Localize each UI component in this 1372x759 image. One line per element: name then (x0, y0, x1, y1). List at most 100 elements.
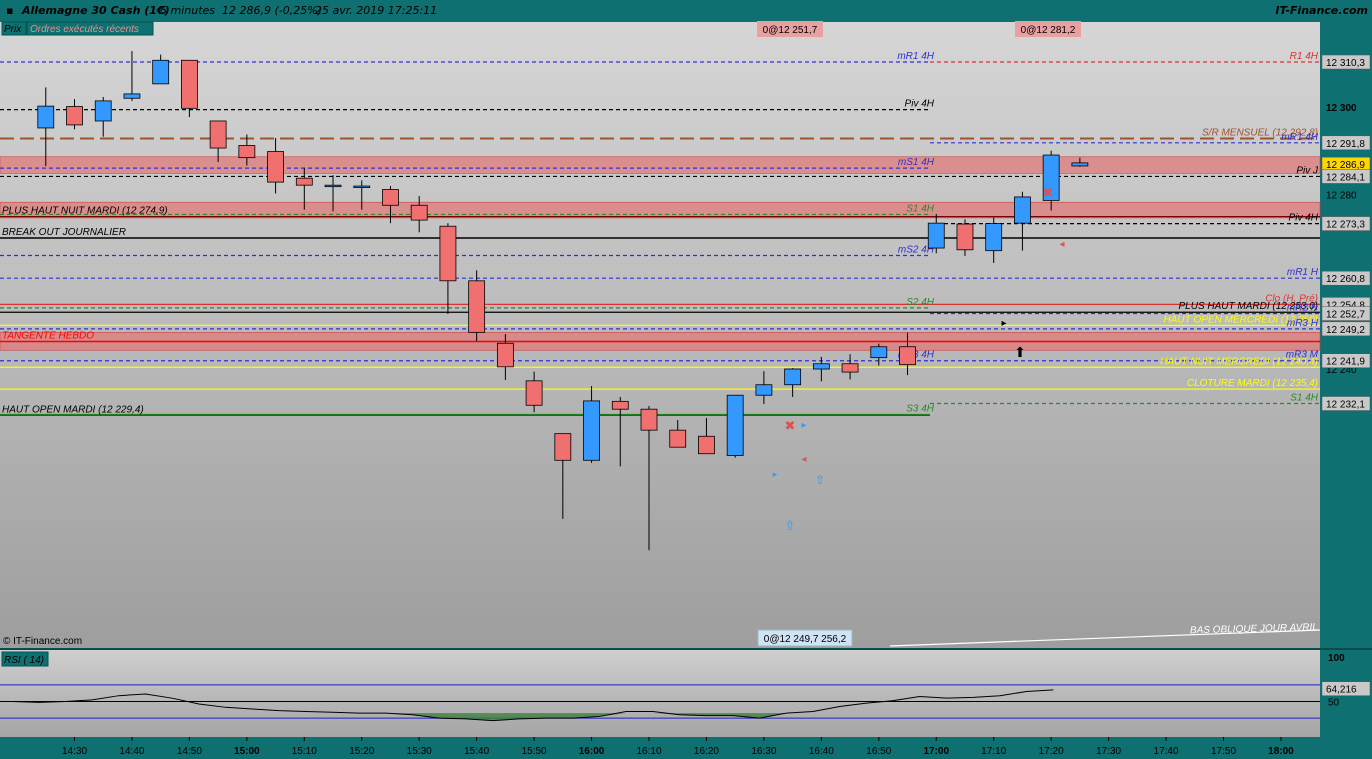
title-icon: ▪ (6, 4, 14, 17)
time-tick-5: 15:20 (349, 746, 374, 757)
time-tick-11: 16:20 (694, 746, 719, 757)
price-label-10: 12 232,1 (1326, 400, 1365, 411)
time-tick-19: 17:40 (1154, 746, 1179, 757)
price-label-7: 12 252,7 (1326, 310, 1365, 321)
rsi-value-bg (1321, 681, 1371, 696)
tab-orders-bg (26, 21, 154, 36)
candle-body-33 (985, 223, 1003, 252)
price-tick-0: 12 300 (1326, 103, 1357, 114)
candle-body-7 (238, 145, 256, 159)
candle-body-6 (209, 120, 227, 149)
price-label-0: 12 310,3 (1326, 58, 1365, 69)
rsi-tick-100: 100 (1328, 653, 1345, 664)
candle-body-29 (870, 346, 888, 359)
candle-body-8 (267, 151, 284, 183)
rsi-line (11, 689, 1054, 722)
arrow-up-blue-0: ⇧ (785, 519, 796, 534)
price-label-bg-0 (1321, 54, 1371, 70)
candle-body-0 (37, 105, 55, 129)
order-tag-1: 0@12 281,2 (1021, 25, 1076, 36)
tab-price: Prix (4, 24, 22, 35)
candle-body-25 (755, 384, 773, 396)
candle-body-16 (496, 342, 514, 368)
level-label-21: mR3 M (1286, 350, 1319, 361)
rsi-tab-bg (1, 651, 49, 667)
order-tag-2: 0@12 249,7 256,2 (764, 634, 847, 645)
time-tick-9: 16:00 (579, 746, 605, 757)
time-tick-15: 17:00 (923, 746, 949, 757)
order-tag-0: 0@12 251,7 (763, 25, 818, 36)
order-tag-bg-2 (757, 629, 853, 647)
candle-body-23 (698, 435, 715, 455)
order-tag-bg-1 (1015, 21, 1081, 37)
level-label-5: mS1 4H (898, 157, 935, 168)
time-tick-2: 14:50 (177, 746, 202, 757)
time-axis-bg (0, 737, 1372, 759)
rsi-title: RSI ( 14) (4, 655, 44, 666)
price-label-3: 12 284,1 (1326, 172, 1365, 183)
time-tick-13: 16:40 (809, 746, 834, 757)
instrument-title: Allemagne 30 Cash (1€) (22, 4, 170, 17)
candle-body-15 (468, 280, 486, 333)
time-tick-17: 17:20 (1039, 746, 1064, 757)
time-tick-3: 15:00 (234, 746, 260, 757)
price-tick-2: 12 240 (1326, 365, 1357, 376)
candle-body-30 (899, 346, 916, 366)
level-label-8: PLUS HAUT NUIT MARDI (12 274,9) (2, 206, 168, 217)
rsi-panel-bg (0, 650, 1320, 737)
candle-body-1 (66, 106, 83, 126)
candle-body-10 (324, 184, 342, 188)
rsi-value-label: 64,216 (1326, 685, 1357, 696)
arrow-up-marker: ⬆ (1014, 345, 1026, 361)
price-label-bg-1 (1321, 135, 1371, 151)
level-label-2: Piv 4H (905, 99, 935, 110)
time-tick-0: 14:30 (62, 746, 87, 757)
level-label-6: Piv J (1296, 165, 1319, 176)
price-label-bg-8 (1321, 321, 1371, 337)
level-label-12: mR1 H (1287, 267, 1319, 278)
candle-body-32 (956, 223, 974, 251)
candle-body-19 (583, 400, 600, 461)
price-label-5: 12 260,8 (1326, 274, 1365, 285)
level-label-13: Clo (H, Pré) (1265, 293, 1318, 304)
candle-body-36 (1071, 162, 1089, 167)
price-label-bg-7 (1321, 306, 1371, 321)
price-label-bg-9 (1321, 353, 1371, 368)
arrow-up-blue-1: ⇧ (815, 473, 825, 487)
brand-label: IT-Finance.com (1275, 4, 1368, 17)
time-tick-10: 16:10 (636, 746, 661, 757)
time-tick-21: 18:00 (1268, 746, 1294, 757)
level-label-17: HAUT OPEN MERCREDI (12 250) (1164, 314, 1318, 325)
level-label-20: mS3 4H (898, 350, 935, 361)
level-label-23: CLOTURE MARDI (12 235,4) (1187, 378, 1318, 389)
candle-body-14 (439, 225, 457, 282)
level-label-18: mR3 H (1287, 318, 1319, 329)
level-label-25: S3 4H (906, 403, 935, 414)
candle-body-2 (94, 100, 112, 122)
candle-body-26 (784, 368, 802, 386)
price-label-2: 12 286,9 (1326, 160, 1365, 171)
timeframe-label: 5 minutes (160, 4, 216, 17)
time-tick-4: 15:10 (292, 746, 317, 757)
cross-marker-0: ✖ (785, 419, 796, 434)
title-bar: ▪ Allemagne 30 Cash (1€) 5 minutes 12 28… (0, 0, 1372, 22)
cross-marker-1: ✖ (1043, 186, 1054, 201)
time-tick-7: 15:40 (464, 746, 489, 757)
triangle-marker-2: ◂ (1059, 239, 1064, 250)
candle-body-28 (841, 363, 859, 373)
triangle-marker-4: ▸ (1001, 318, 1006, 329)
level-label-10: BREAK OUT JOURNALIER (2, 227, 126, 238)
candle-body-17 (525, 380, 543, 406)
price-label-bg-5 (1321, 270, 1371, 286)
time-tick-14: 16:50 (866, 746, 891, 757)
price-label-4: 12 273,3 (1326, 220, 1365, 231)
candle-body-4 (152, 59, 170, 85)
time-tick-6: 15:30 (407, 746, 432, 757)
level-label-26: HAUT OPEN MARDI (12 229,4) (2, 404, 144, 415)
price-label-bg-4 (1321, 216, 1371, 231)
level-label-22: HAUT NUIT MERCREDI (12 240,4) (1160, 356, 1318, 367)
candle-body-12 (382, 189, 399, 206)
level-label-24: S1 4H (1290, 393, 1319, 404)
